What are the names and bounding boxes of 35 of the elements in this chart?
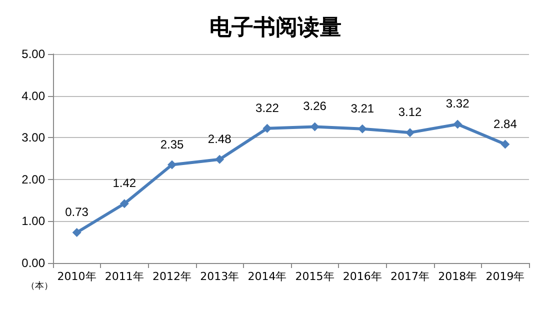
x-tick-label: 2012年	[152, 270, 192, 283]
point	[120, 199, 129, 208]
point	[168, 160, 176, 170]
x-tick-label: 2015年	[295, 270, 334, 283]
x-tick-label: 2018年	[438, 270, 478, 283]
data-label: 2.48	[208, 132, 232, 146]
data-label: 3.21	[350, 101, 374, 116]
point	[72, 228, 82, 237]
chart-title: 电子书阅读量	[210, 16, 342, 40]
data-label: 2.35	[160, 137, 184, 152]
point	[453, 120, 462, 129]
data-label: 1.42	[112, 176, 136, 190]
y-tick-label: 0.00	[22, 256, 46, 270]
x-tick-label: 2019年	[486, 270, 525, 283]
point	[406, 128, 414, 138]
data-label: 3.22	[256, 100, 280, 115]
y-axis-title: （本）	[26, 280, 53, 292]
data-label: 3.32	[446, 96, 470, 111]
x-tick-label: 2011年	[104, 270, 144, 283]
y-tick-label: 5.00	[22, 47, 46, 61]
y-tick-label: 3.00	[22, 130, 46, 145]
data-label: 0.73	[65, 204, 89, 219]
x-tick-label: 2013年	[200, 270, 240, 283]
y-tick-label: 4.00	[22, 88, 46, 103]
y-tick-label: 2.00	[22, 172, 46, 186]
data-label: 3.12	[398, 105, 422, 120]
x-tick-label: 2017年	[390, 270, 430, 283]
y-tick-label: 1.00	[22, 214, 46, 228]
x-tick-label: 2010年	[57, 270, 96, 283]
x-tick-label: 2014年	[248, 270, 287, 283]
x-tick-label: 2016年	[342, 270, 382, 283]
data-label: 3.26	[303, 99, 327, 114]
point	[500, 140, 510, 149]
point	[215, 154, 224, 164]
data-label: 2.84	[494, 116, 518, 131]
